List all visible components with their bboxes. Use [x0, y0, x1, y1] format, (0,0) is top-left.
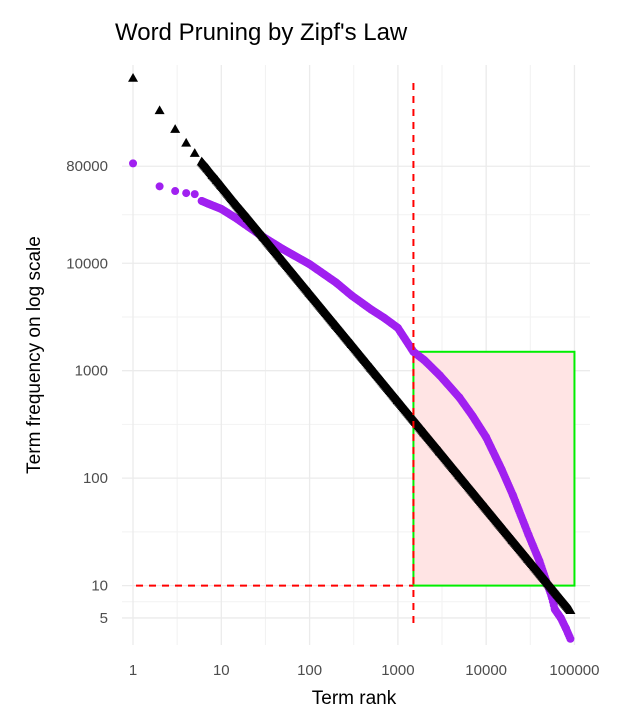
x-tick-label: 100000 — [549, 662, 599, 679]
zipf-point — [154, 105, 165, 115]
observed-point — [171, 187, 180, 196]
data-points — [128, 72, 576, 643]
y-tick-label: 80000 — [66, 158, 108, 175]
x-tick-label: 100 — [297, 662, 322, 679]
x-tick-label: 1000 — [381, 662, 414, 679]
zipf-point — [564, 604, 575, 613]
y-tick-label: 5 — [100, 610, 108, 627]
observed-point — [565, 632, 574, 641]
zipf-point — [170, 124, 181, 133]
zipf-point — [181, 137, 192, 147]
y-tick-label: 1000 — [75, 363, 108, 380]
x-axis-ticks: 1 10 100 1000 10000 100000 — [129, 662, 600, 679]
y-axis-ticks: 5 10 100 1000 10000 80000 — [66, 158, 108, 627]
observed-point — [155, 182, 164, 191]
observed-point — [182, 189, 191, 198]
pruning-window-rect — [412, 350, 576, 587]
x-tick-label: 10 — [213, 662, 230, 679]
y-tick-label: 10 — [91, 578, 108, 595]
y-axis-title: Term frequency on log scale — [24, 236, 45, 474]
x-axis-title: Term rank — [312, 688, 397, 709]
y-tick-label: 10000 — [66, 255, 108, 272]
x-tick-label: 10000 — [465, 662, 507, 679]
pruning-window — [412, 350, 576, 587]
zipf-point — [189, 148, 200, 157]
observed-point — [129, 159, 138, 168]
y-tick-label: 100 — [83, 470, 108, 487]
zipf-point — [128, 72, 139, 82]
chart-title: Word Pruning by Zipf's Law — [115, 19, 408, 46]
x-tick-label: 1 — [129, 662, 137, 679]
observed-point — [190, 190, 199, 199]
